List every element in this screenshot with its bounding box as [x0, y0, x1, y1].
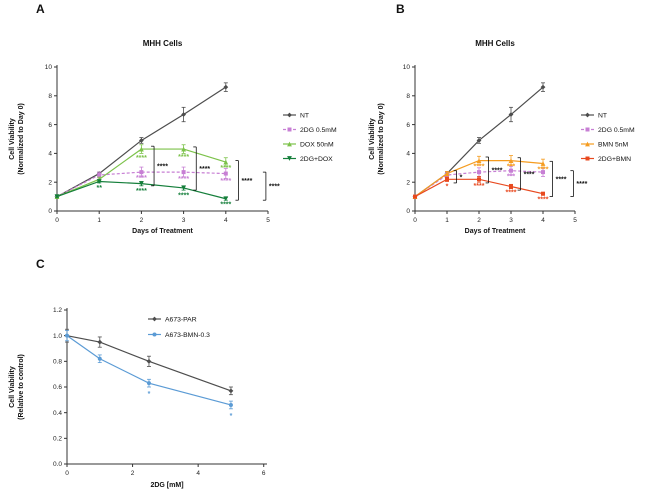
- svg-text:****: ****: [220, 202, 231, 209]
- svg-text:0.2: 0.2: [53, 436, 62, 443]
- svg-text:*: *: [148, 391, 151, 398]
- svg-text:*: *: [230, 413, 233, 420]
- svg-text:MHH Cells: MHH Cells: [143, 39, 183, 48]
- svg-text:0.8: 0.8: [53, 359, 62, 366]
- svg-text:DOX 50nM: DOX 50nM: [300, 142, 334, 149]
- svg-text:1: 1: [445, 217, 449, 224]
- svg-text:0: 0: [55, 217, 59, 224]
- svg-text:****: ****: [576, 181, 587, 188]
- svg-text:****: ****: [241, 178, 252, 185]
- svg-text:0.4: 0.4: [53, 410, 62, 417]
- svg-text:NT: NT: [598, 113, 607, 120]
- svg-text:5: 5: [573, 217, 577, 224]
- svg-text:BMN 5nM: BMN 5nM: [598, 142, 629, 149]
- svg-text:4: 4: [196, 470, 200, 477]
- svg-text:2: 2: [48, 179, 52, 186]
- svg-text:4: 4: [406, 151, 410, 158]
- svg-text:***: ***: [507, 164, 515, 171]
- svg-text:0: 0: [406, 208, 410, 215]
- svg-text:Days of Treatment: Days of Treatment: [465, 228, 526, 235]
- svg-text:(Normalized to Day 0): (Normalized to Day 0): [378, 103, 385, 175]
- svg-text:1: 1: [97, 217, 101, 224]
- svg-text:0: 0: [65, 470, 69, 477]
- svg-text:2DG 0.5mM: 2DG 0.5mM: [300, 127, 337, 134]
- svg-text:2DG [mM]: 2DG [mM]: [150, 482, 183, 489]
- svg-text:2: 2: [406, 179, 410, 186]
- svg-text:6: 6: [48, 122, 52, 129]
- svg-text:*: *: [446, 184, 449, 191]
- svg-text:****: ****: [136, 175, 147, 182]
- svg-text:****: ****: [474, 183, 485, 190]
- svg-text:2DG 0.5mM: 2DG 0.5mM: [598, 127, 635, 134]
- svg-text:1.2: 1.2: [53, 307, 62, 314]
- svg-text:0: 0: [413, 217, 417, 224]
- svg-text:****: ****: [556, 176, 567, 183]
- svg-text:Cell Viability: Cell Viability: [9, 366, 16, 408]
- svg-text:10: 10: [45, 64, 53, 71]
- svg-text:A673-BMN-0.3: A673-BMN-0.3: [165, 332, 210, 339]
- svg-text:6: 6: [262, 470, 266, 477]
- svg-text:****: ****: [538, 166, 549, 173]
- panel-b-chart: 0 2 4 6 8 10 0 1 2 3 4 5 MHH Cells Days of Treatment C…: [369, 39, 635, 235]
- svg-text:*: *: [460, 174, 463, 181]
- svg-text:1.0: 1.0: [53, 333, 62, 340]
- svg-text:0: 0: [48, 208, 52, 215]
- svg-text:****: ****: [492, 167, 503, 174]
- svg-text:0.6: 0.6: [53, 384, 62, 391]
- svg-text:8: 8: [48, 93, 52, 100]
- svg-text:****: ****: [474, 164, 485, 171]
- panel-a-chart: 0 2 4 6 8 10 0 1 2 3 4 5 MHH Cells Days of Treatment C…: [9, 39, 337, 235]
- panel-c-label: C: [36, 257, 45, 271]
- svg-text:****: ****: [136, 155, 147, 162]
- svg-text:4: 4: [48, 151, 52, 158]
- svg-text:8: 8: [406, 93, 410, 100]
- svg-text:****: ****: [269, 184, 280, 191]
- svg-text:****: ****: [178, 154, 189, 161]
- svg-text:NT: NT: [300, 113, 309, 120]
- svg-text:MHH Cells: MHH Cells: [475, 39, 515, 48]
- svg-text:****: ****: [220, 178, 231, 185]
- svg-text:6: 6: [406, 122, 410, 129]
- svg-text:****: ****: [538, 197, 549, 204]
- svg-text:****: ****: [157, 164, 168, 171]
- svg-text:0.0: 0.0: [53, 461, 62, 468]
- svg-text:****: ****: [178, 176, 189, 183]
- svg-text:Days of Treatment: Days of Treatment: [132, 228, 193, 235]
- svg-text:****: ****: [220, 165, 231, 172]
- svg-text:4: 4: [541, 217, 545, 224]
- svg-text:****: ****: [524, 171, 535, 178]
- svg-text:2: 2: [140, 217, 144, 224]
- svg-text:5: 5: [266, 217, 270, 224]
- panel-b-label: B: [396, 2, 405, 16]
- svg-text:****: ****: [178, 192, 189, 199]
- svg-text:10: 10: [403, 64, 411, 71]
- svg-text:Cell Viability: Cell Viability: [9, 118, 16, 160]
- svg-text:(Normalized to Day 0): (Normalized to Day 0): [18, 103, 25, 175]
- svg-text:A673-PAR: A673-PAR: [165, 317, 197, 324]
- svg-text:2: 2: [477, 217, 481, 224]
- svg-text:2DG+DOX: 2DG+DOX: [300, 156, 333, 163]
- svg-text:****: ****: [199, 166, 210, 173]
- svg-text:2: 2: [131, 470, 135, 477]
- panel-a-label: A: [36, 2, 45, 16]
- svg-text:2DG+BMN: 2DG+BMN: [598, 156, 631, 163]
- panel-c-chart: 0.0 0.2 0.4 0.6 0.8 1.0 1.2 0 2 4 6 2DG [mM] Cell Vi…: [9, 307, 267, 489]
- svg-text:Cell Viability: Cell Viability: [369, 118, 376, 160]
- svg-text:****: ****: [136, 188, 147, 195]
- svg-text:3: 3: [509, 217, 513, 224]
- svg-text:4: 4: [224, 217, 228, 224]
- svg-text:****: ****: [506, 189, 517, 196]
- svg-text:3: 3: [182, 217, 186, 224]
- svg-text:**: **: [96, 185, 102, 192]
- svg-text:(Relative to control): (Relative to control): [18, 354, 25, 420]
- svg-text:***: ***: [507, 174, 515, 181]
